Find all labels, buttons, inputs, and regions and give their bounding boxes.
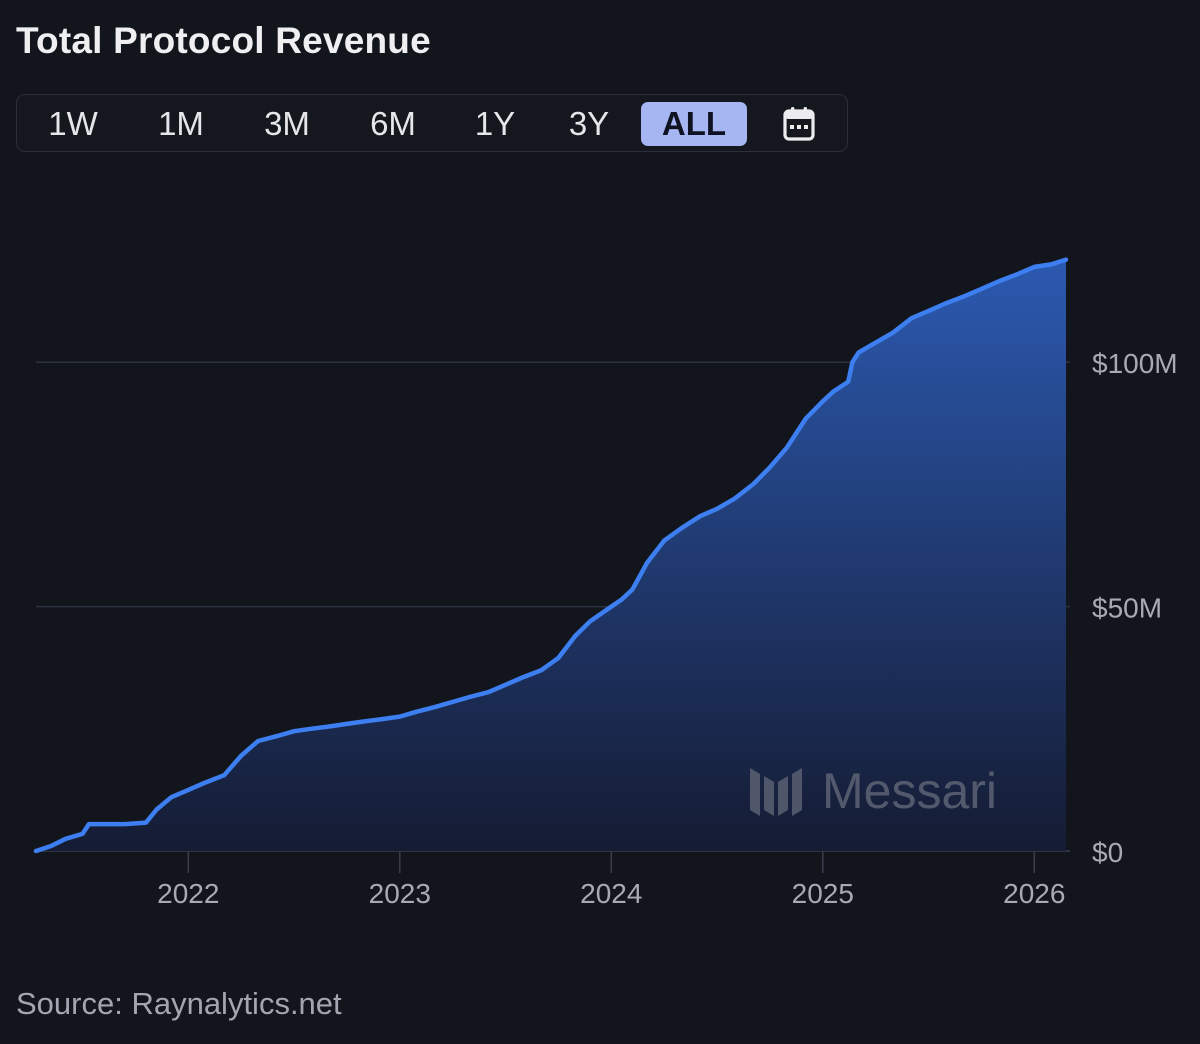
x-tick-label: 2024 bbox=[580, 878, 642, 909]
x-tick-label: 2023 bbox=[369, 878, 431, 909]
range-button-all[interactable]: ALL bbox=[641, 102, 747, 146]
calendar-icon bbox=[783, 107, 815, 141]
x-tick-label: 2025 bbox=[792, 878, 854, 909]
range-button-3y[interactable]: 3Y bbox=[568, 105, 610, 142]
range-button-6m[interactable]: 6M bbox=[370, 105, 416, 142]
y-tick-label: $0 bbox=[1092, 837, 1123, 868]
messari-logo-icon bbox=[750, 768, 802, 816]
revenue-area bbox=[36, 259, 1066, 852]
range-button-3m[interactable]: 3M bbox=[264, 105, 310, 142]
range-button-1y[interactable]: 1Y bbox=[474, 105, 516, 142]
y-tick-label: $50M bbox=[1092, 593, 1162, 624]
x-tick-label: 2026 bbox=[1003, 878, 1065, 909]
page-title: Total Protocol Revenue bbox=[16, 20, 431, 61]
calendar-button[interactable] bbox=[777, 103, 821, 145]
range-button-1m[interactable]: 1M bbox=[158, 105, 204, 142]
messari-watermark: Messari bbox=[750, 763, 997, 819]
revenue-line bbox=[33, 257, 1069, 854]
y-tick-label: $100M bbox=[1092, 348, 1178, 379]
watermark-text: Messari bbox=[822, 763, 997, 819]
source-note: Source: Raynalytics.net bbox=[16, 986, 342, 1021]
time-range-selector: 1W 1M 3M 6M 1Y 3Y ALL bbox=[16, 94, 848, 152]
range-button-1w[interactable]: 1W bbox=[48, 105, 98, 142]
x-tick-label: 2022 bbox=[157, 878, 219, 909]
